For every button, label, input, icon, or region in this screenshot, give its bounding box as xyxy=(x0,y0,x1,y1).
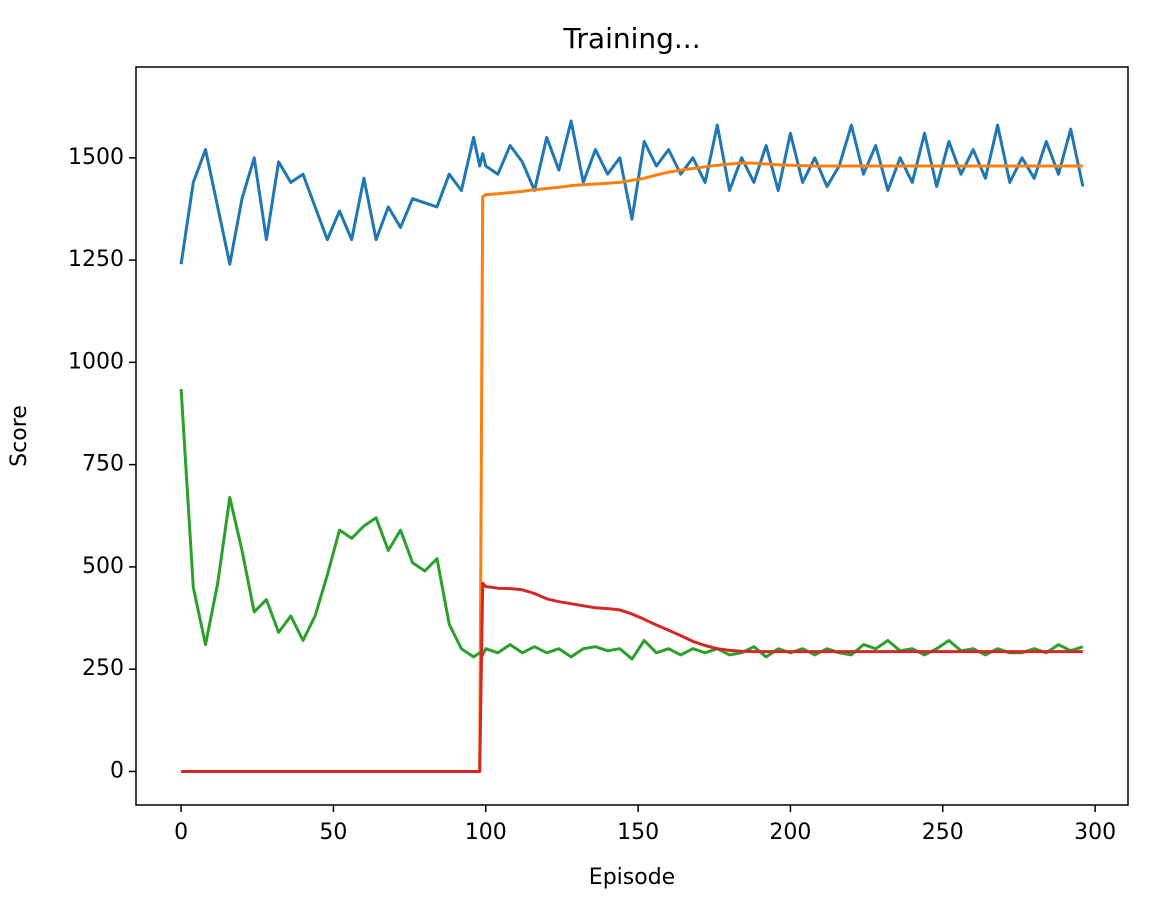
x-axis-label: Episode xyxy=(589,865,675,890)
x-tick-label: 250 xyxy=(922,820,964,845)
chart-title: Training... xyxy=(562,22,700,55)
y-tick-label: 750 xyxy=(82,452,124,477)
plot-frame xyxy=(135,66,1129,806)
y-tick-label: 1250 xyxy=(68,247,124,272)
y-tick-label: 1500 xyxy=(68,145,124,170)
x-tick-label: 150 xyxy=(617,820,659,845)
y-tick-label: 250 xyxy=(82,656,124,681)
y-tick-label: 1000 xyxy=(68,349,124,374)
x-tick-label: 0 xyxy=(174,820,188,845)
x-tick-label: 100 xyxy=(465,820,507,845)
y-axis-label: Score xyxy=(7,405,32,467)
line-series xyxy=(181,581,1083,773)
x-tick-label: 50 xyxy=(319,820,347,845)
x-tick-label: 200 xyxy=(769,820,811,845)
line-series xyxy=(179,119,1085,266)
y-tick-label: 0 xyxy=(110,758,124,783)
x-tick-label: 300 xyxy=(1074,820,1116,845)
y-tick-label: 500 xyxy=(82,554,124,579)
